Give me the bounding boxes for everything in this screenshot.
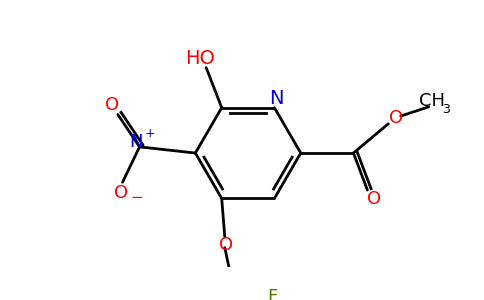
Text: HO: HO <box>185 49 215 68</box>
Text: −: − <box>130 190 143 205</box>
Text: F: F <box>268 288 278 300</box>
Text: O: O <box>105 96 119 114</box>
Text: O: O <box>219 236 233 253</box>
Text: F: F <box>178 299 188 300</box>
Text: CH: CH <box>419 92 445 110</box>
Text: +: + <box>145 127 156 140</box>
Text: O: O <box>114 184 128 202</box>
Text: O: O <box>389 109 403 127</box>
Text: 3: 3 <box>442 103 450 116</box>
Text: N: N <box>130 133 143 151</box>
Text: N: N <box>269 89 283 108</box>
Text: O: O <box>366 190 380 208</box>
